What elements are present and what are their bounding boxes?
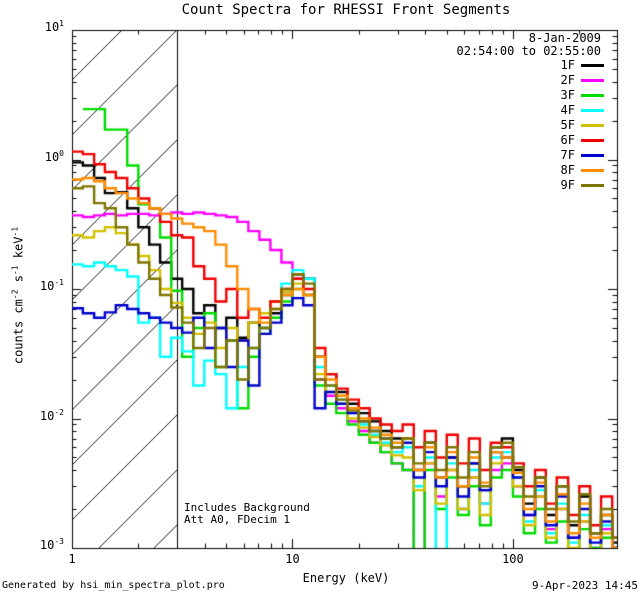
legend-label-3F: 3F bbox=[560, 88, 575, 102]
legend-swatch-7F bbox=[581, 153, 604, 157]
y-tick-label-10e0: 100 bbox=[44, 148, 64, 164]
legend-label-6F: 6F bbox=[560, 133, 575, 147]
legend-item-9F: 9F bbox=[500, 178, 604, 192]
legend-swatch-5F bbox=[581, 123, 604, 127]
legend-item-6F: 6F bbox=[500, 133, 604, 147]
plot-timestamp: 9-Apr-2023 14:45 bbox=[532, 579, 638, 592]
legend-swatch-8F bbox=[581, 168, 604, 172]
legend-label-1F: 1F bbox=[560, 58, 575, 72]
x-axis-label: Energy (keV) bbox=[302, 571, 390, 585]
y-tick-label-10e-2: 10-2 bbox=[39, 407, 64, 423]
legend-swatch-9F bbox=[581, 183, 604, 187]
x-tick-label-10: 10 bbox=[285, 552, 300, 566]
legend-label-4F: 4F bbox=[560, 103, 575, 117]
legend-swatch-4F bbox=[581, 108, 604, 112]
legend-label-7F: 7F bbox=[560, 148, 575, 162]
observation-time-range: 02:54:00 to 02:55:00 bbox=[456, 44, 602, 58]
y-tick-label-10e1: 101 bbox=[44, 19, 64, 35]
legend-swatch-2F bbox=[581, 78, 604, 82]
observation-date: 8-Jan-2009 bbox=[528, 31, 601, 45]
legend-item-2F: 2F bbox=[500, 73, 604, 87]
legend-item-4F: 4F bbox=[500, 103, 604, 117]
legend-label-9F: 9F bbox=[560, 178, 575, 192]
page-title: Count Spectra for RHESSI Front Segments bbox=[181, 2, 511, 18]
legend-label-2F: 2F bbox=[560, 73, 575, 87]
legend-swatch-3F bbox=[581, 93, 604, 97]
legend-item-8F: 8F bbox=[500, 163, 604, 177]
legend-item-5F: 5F bbox=[500, 118, 604, 132]
generated-by-text: Generated by hsi_min_spectra_plot.pro bbox=[2, 580, 225, 591]
legend-swatch-1F bbox=[581, 63, 604, 67]
y-axis-label: counts cm-2 s-1 keV-1 bbox=[10, 226, 26, 365]
x-tick-label-1: 1 bbox=[68, 552, 76, 566]
annotation-includes-background: Includes Background bbox=[184, 501, 310, 514]
x-tick-label-100: 100 bbox=[502, 552, 524, 566]
legend-label-8F: 8F bbox=[560, 163, 575, 177]
legend-swatch-6F bbox=[581, 138, 604, 142]
legend-item-3F: 3F bbox=[500, 88, 604, 102]
y-tick-label-10e-3: 10-3 bbox=[39, 537, 64, 553]
legend-item-1F: 1F bbox=[500, 58, 604, 72]
annotation-attenuator-state: Att A0, FDecim 1 bbox=[184, 513, 290, 526]
legend-label-5F: 5F bbox=[560, 118, 575, 132]
legend-item-7F: 7F bbox=[500, 148, 604, 162]
y-tick-label-10e-1: 10-1 bbox=[39, 278, 64, 294]
